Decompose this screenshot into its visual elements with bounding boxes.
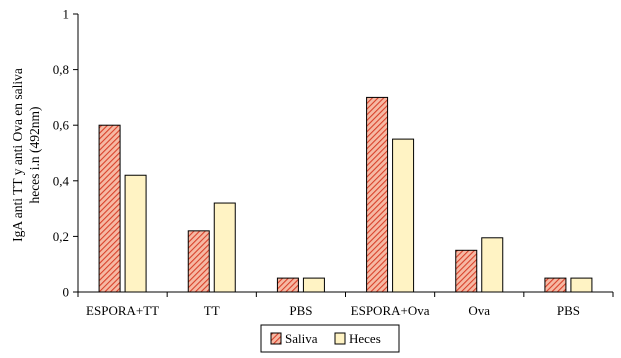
bar-heces [302, 277, 325, 293]
bar-heces [570, 277, 593, 293]
bar-heces [481, 237, 504, 293]
y-axis-title-line: IgA anti TT y anti Ova en saliva [10, 68, 25, 242]
y-axis: 0 0,2 0,4 0,6 0,8 1 [53, 7, 79, 300]
legend: Saliva Heces [260, 324, 400, 353]
x-axis: ESPORA+TT TT PBS ESPORA+Ova Ova PBS [77, 291, 614, 318]
x-tick-label: ESPORA+TT [86, 303, 159, 318]
y-tick-label: 0,6 [53, 118, 70, 133]
y-tick-label: 0 [63, 285, 70, 300]
bar-saliva [455, 249, 478, 293]
bar-saliva [544, 277, 567, 293]
legend-label-heces: Heces [349, 331, 381, 346]
bar-saliva [366, 96, 389, 293]
legend-swatch-heces [334, 332, 346, 345]
y-tick-label: 0,8 [53, 62, 69, 77]
bar-heces [392, 138, 415, 293]
bar-heces [124, 174, 147, 293]
legend-label-saliva: Saliva [285, 331, 318, 346]
x-tick-label: PBS [289, 303, 312, 318]
y-axis-label: IgA anti TT y anti Ova en saliva heces i.… [10, 68, 42, 242]
x-tick-label: ESPORA+Ova [351, 303, 430, 318]
x-tick-label: PBS [557, 303, 580, 318]
legend-swatch-saliva [270, 332, 282, 345]
bar-saliva [98, 124, 121, 293]
bar-saliva [187, 230, 210, 293]
bar-heces [213, 202, 236, 293]
bar-saliva [276, 277, 299, 293]
y-tick-label: 1 [63, 7, 70, 22]
bars [98, 96, 593, 293]
x-tick-label: TT [204, 303, 220, 318]
y-axis-title-line: heces i.n (492nm) [27, 106, 42, 203]
y-tick-label: 0,4 [53, 173, 70, 188]
y-tick-label: 0,2 [53, 229, 69, 244]
legend-box [260, 324, 400, 353]
x-tick-label: Ova [468, 303, 490, 318]
